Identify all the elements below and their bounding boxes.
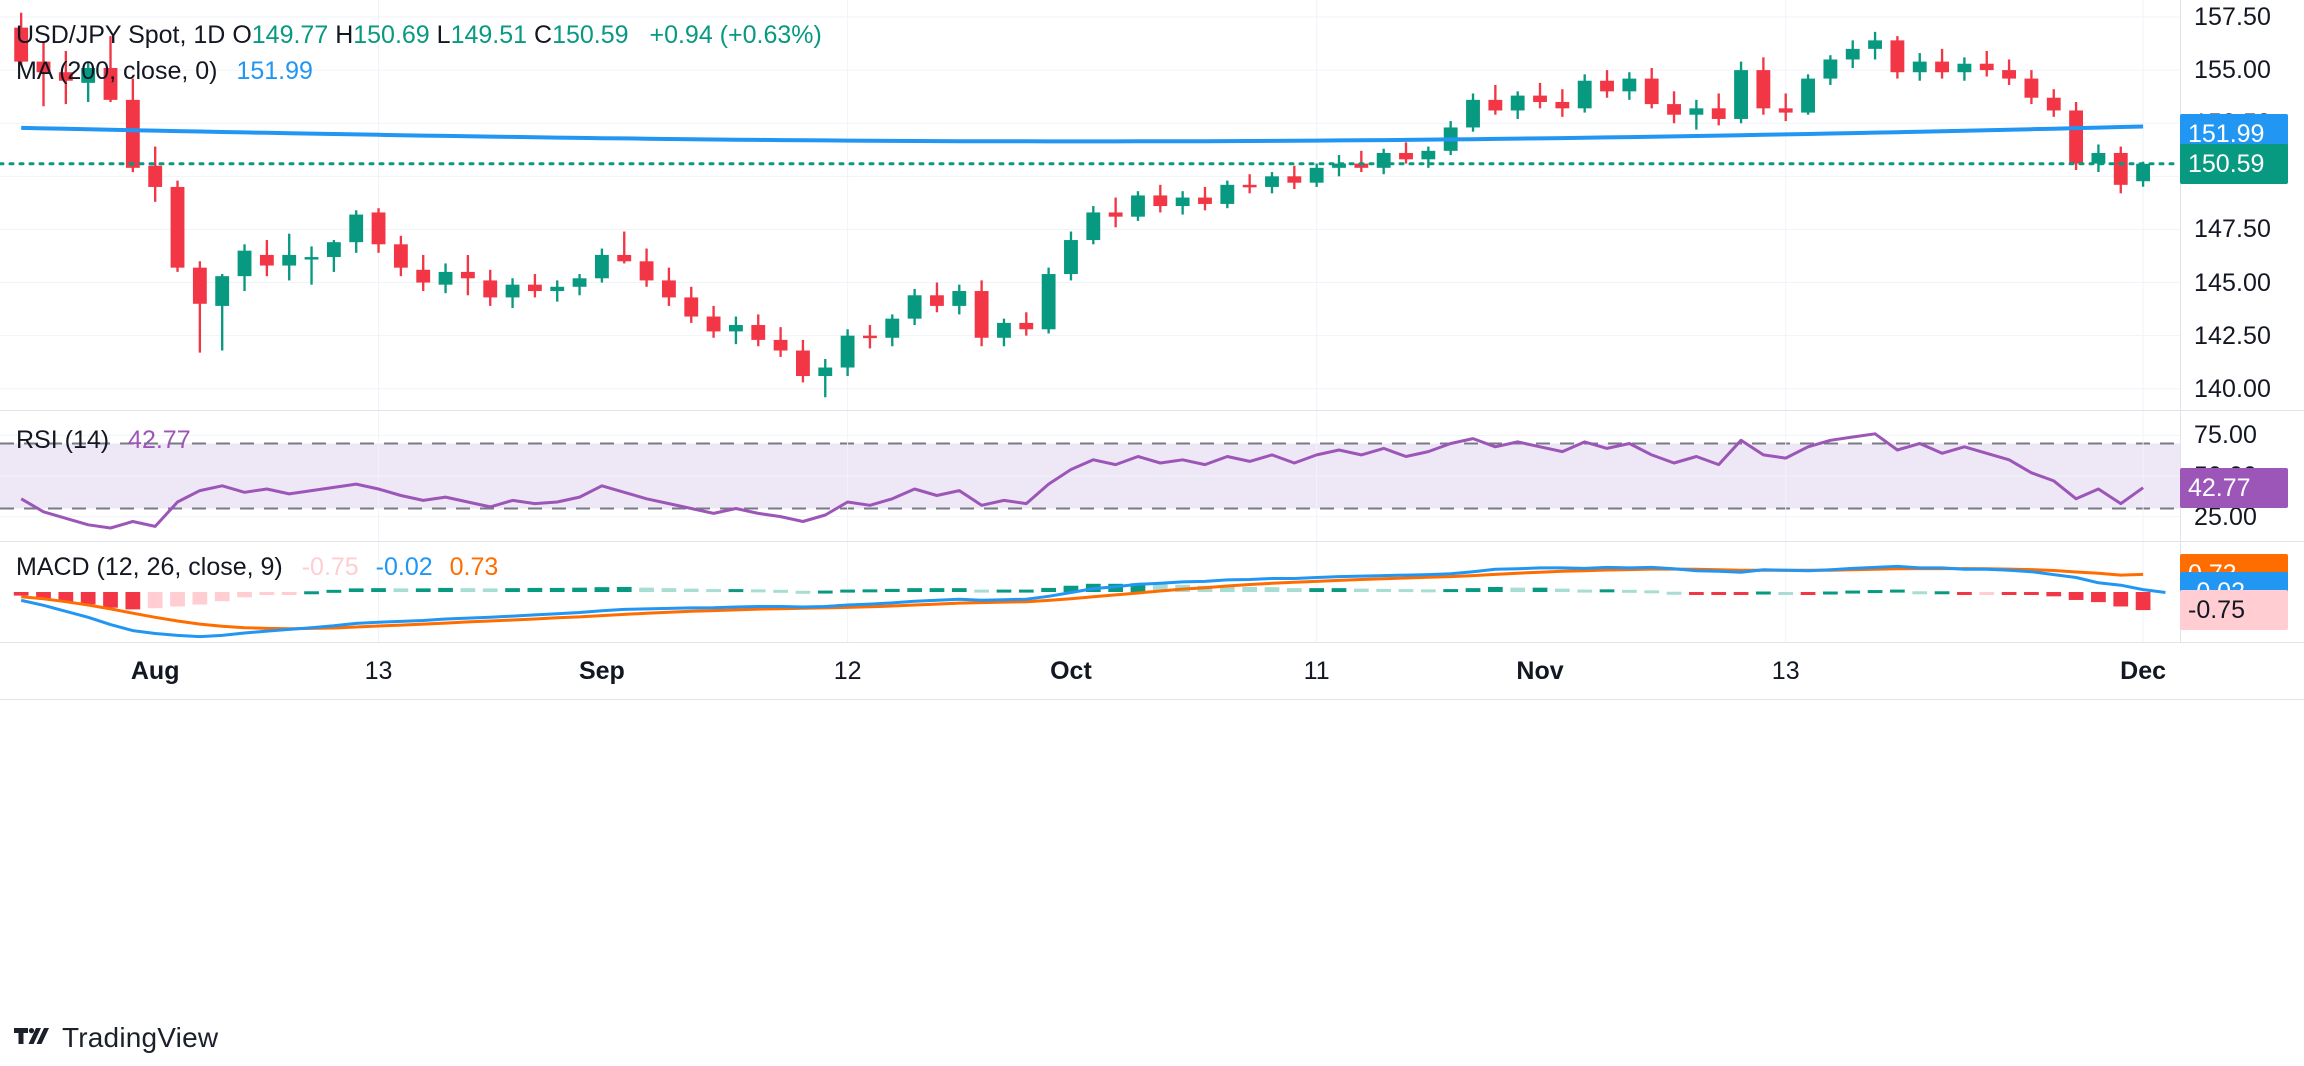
rsi-tick-75-00: 75.00 bbox=[2194, 421, 2258, 450]
change-value: +0.94 (+0.63%) bbox=[649, 21, 822, 49]
macd-plot-area[interactable] bbox=[0, 542, 2180, 642]
price-tick-140-00: 140.00 bbox=[2194, 374, 2272, 403]
price-tick-157-50: 157.50 bbox=[2194, 2, 2272, 31]
time-axis-label-12: 12 bbox=[833, 657, 862, 685]
macd-pane-legend: MACD (12, 26, close, 9) -0.75 -0.02 0.73 bbox=[16, 552, 498, 582]
tradingview-brand[interactable]: TradingView bbox=[14, 1022, 218, 1054]
macd-pane[interactable]: MACD (12, 26, close, 9) -0.75 -0.02 0.73… bbox=[0, 542, 2304, 642]
rsi-plot-area[interactable] bbox=[0, 411, 2180, 541]
time-axis-label-aug: Aug bbox=[130, 657, 180, 685]
time-axis-label-oct: Oct bbox=[1050, 657, 1092, 685]
low-value: 149.51 bbox=[450, 21, 528, 49]
time-axis-label-13: 13 bbox=[364, 657, 393, 685]
time-axis-label-13: 13 bbox=[1771, 657, 1800, 685]
macd-indicator-title[interactable]: MACD (12, 26, close, 9) bbox=[16, 553, 283, 581]
ma-indicator-value: 151.99 bbox=[236, 57, 313, 85]
high-label: H bbox=[335, 21, 354, 49]
time-axis-label-sep: Sep bbox=[578, 657, 625, 685]
time-axis-label-dec: Dec bbox=[2120, 657, 2167, 685]
price-tick-142-50: 142.50 bbox=[2194, 321, 2272, 350]
time-axis-label-11: 11 bbox=[1303, 657, 1330, 685]
symbol-title[interactable]: USD/JPY Spot, 1D bbox=[16, 21, 226, 49]
price-tick-145-00: 145.00 bbox=[2194, 268, 2272, 297]
rsi-indicator-value: 42.77 bbox=[128, 426, 191, 454]
macd-hist-badge[interactable]: -0.75 bbox=[2180, 590, 2288, 631]
close-value: 150.59 bbox=[552, 21, 629, 49]
price-axis-separator bbox=[2180, 0, 2181, 410]
high-value: 150.69 bbox=[353, 21, 430, 49]
ma-indicator-title[interactable]: MA (200, close, 0) bbox=[16, 57, 218, 85]
close-label: C bbox=[534, 21, 553, 49]
macd-histogram-value: -0.75 bbox=[301, 553, 359, 581]
macd-signal-value: 0.73 bbox=[449, 553, 499, 581]
pane-separator-1[interactable] bbox=[0, 410, 2304, 411]
open-label: O bbox=[232, 21, 252, 49]
last-price-badge[interactable]: 150.59 bbox=[2180, 143, 2288, 184]
pane-separator-2[interactable] bbox=[0, 541, 2304, 542]
time-axis[interactable]: Aug 13 Sep 12 Oct 11 Nov 13 Dec bbox=[0, 643, 2304, 699]
rsi-indicator-title[interactable]: RSI (14) bbox=[16, 426, 110, 454]
time-axis-label-nov: Nov bbox=[1516, 657, 1564, 685]
price-tick-147-50: 147.50 bbox=[2194, 215, 2272, 244]
price-tick-155-00: 155.00 bbox=[2194, 56, 2272, 85]
tradingview-logo-icon bbox=[14, 1026, 50, 1050]
price-pane-legend: USD/JPY Spot, 1D O149.77 H150.69 L149.51… bbox=[16, 20, 822, 86]
open-value: 149.77 bbox=[251, 21, 329, 49]
pane-separator-3 bbox=[0, 642, 2304, 643]
macd-axis[interactable]: 0.73-0.02-0.75 bbox=[2180, 542, 2304, 642]
low-label: L bbox=[436, 21, 451, 49]
price-axis[interactable]: 157.50155.00152.50150.00147.50145.00142.… bbox=[2180, 0, 2304, 410]
price-pane[interactable]: USD/JPY Spot, 1D O149.77 H150.69 L149.51… bbox=[0, 0, 2304, 410]
rsi-value-badge[interactable]: 42.77 bbox=[2180, 467, 2288, 508]
tradingview-wordmark: TradingView bbox=[62, 1022, 219, 1053]
time-axis-bottom-border bbox=[0, 699, 2304, 700]
rsi-pane-legend: RSI (14) 42.77 bbox=[16, 425, 191, 455]
price-plot-area[interactable] bbox=[0, 0, 2180, 410]
macd-line-value: -0.02 bbox=[375, 553, 433, 581]
